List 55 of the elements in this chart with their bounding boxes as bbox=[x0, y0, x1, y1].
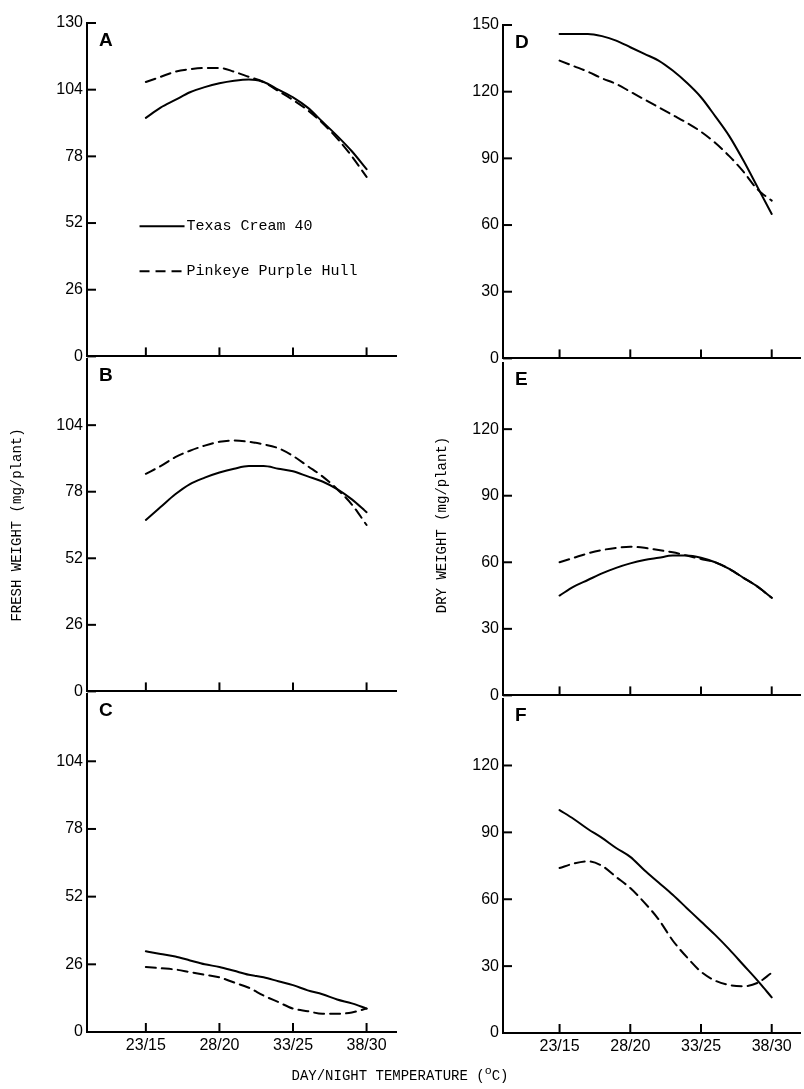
y-tick-label: 52 bbox=[65, 548, 84, 566]
y-tick-label: 78 bbox=[65, 819, 84, 837]
y-tick-label: 30 bbox=[481, 282, 500, 300]
y-axis-title: DRY WEIGHT (mg/plant) bbox=[434, 436, 450, 614]
y-tick-label: 0 bbox=[490, 685, 500, 703]
y-tick-label: 120 bbox=[472, 82, 500, 100]
x-tick-label: 38/30 bbox=[751, 1037, 792, 1055]
y-tick-label: 26 bbox=[65, 954, 84, 972]
chart-title: A bbox=[99, 28, 113, 50]
line-series bbox=[144, 66, 368, 178]
legend-label: Pinkeye Purple Hull bbox=[186, 263, 358, 281]
y-tick-label: 0 bbox=[490, 1023, 500, 1041]
x-tick-label: 23/15 bbox=[539, 1037, 580, 1055]
y-tick-label: 30 bbox=[481, 956, 500, 974]
x-tick-label: 33/25 bbox=[272, 1036, 314, 1054]
x-tick-label: 33/25 bbox=[680, 1037, 722, 1055]
y-tick-label: 104 bbox=[56, 80, 84, 98]
chart-title: E bbox=[515, 368, 528, 390]
y-tick-label: 26 bbox=[65, 615, 84, 633]
chart-title: C bbox=[99, 699, 113, 721]
y-tick-label: 60 bbox=[481, 889, 500, 907]
y-tick-label: 60 bbox=[481, 215, 500, 233]
y-tick-label: 90 bbox=[481, 486, 500, 504]
y-tick-label: 90 bbox=[481, 148, 500, 166]
x-tick-label: 28/20 bbox=[199, 1036, 240, 1054]
y-tick-label: 120 bbox=[472, 419, 500, 437]
y-tick-label: 30 bbox=[481, 619, 500, 637]
y-tick-label: 104 bbox=[56, 751, 84, 769]
y-axis-title: FRESH WEIGHT (mg/plant) bbox=[9, 428, 25, 622]
y-tick-label: 52 bbox=[65, 887, 84, 905]
x-tick-label: 38/30 bbox=[346, 1036, 387, 1054]
line-series bbox=[558, 32, 773, 215]
x-axis-title: DAY/NIGHT TEMPERATURE ($^{o}$C) bbox=[291, 1064, 509, 1084]
chart-title: F bbox=[515, 704, 527, 726]
y-tick-label: 104 bbox=[56, 415, 84, 433]
y-tick-label: 78 bbox=[65, 482, 84, 500]
y-tick-label: 78 bbox=[65, 146, 84, 164]
y-tick-label: 0 bbox=[74, 681, 84, 699]
line-series bbox=[558, 809, 773, 999]
y-tick-label: 120 bbox=[472, 755, 500, 773]
y-tick-label: 150 bbox=[472, 15, 500, 33]
y-tick-label: 0 bbox=[74, 1022, 84, 1040]
y-tick-label: 0 bbox=[74, 346, 84, 364]
y-tick-label: 52 bbox=[65, 213, 84, 231]
y-tick-label: 90 bbox=[481, 822, 500, 840]
y-tick-label: 60 bbox=[481, 552, 500, 570]
chart-title: B bbox=[99, 364, 113, 386]
legend-label: Texas Cream 40 bbox=[186, 218, 313, 236]
y-tick-label: 0 bbox=[490, 348, 500, 366]
y-tick-label: 26 bbox=[65, 280, 84, 298]
x-tick-label: 28/20 bbox=[610, 1037, 651, 1055]
x-tick-label: 23/15 bbox=[125, 1036, 166, 1054]
chart-title: D bbox=[515, 30, 529, 52]
line-series bbox=[144, 439, 368, 526]
y-tick-label: 130 bbox=[56, 13, 84, 31]
